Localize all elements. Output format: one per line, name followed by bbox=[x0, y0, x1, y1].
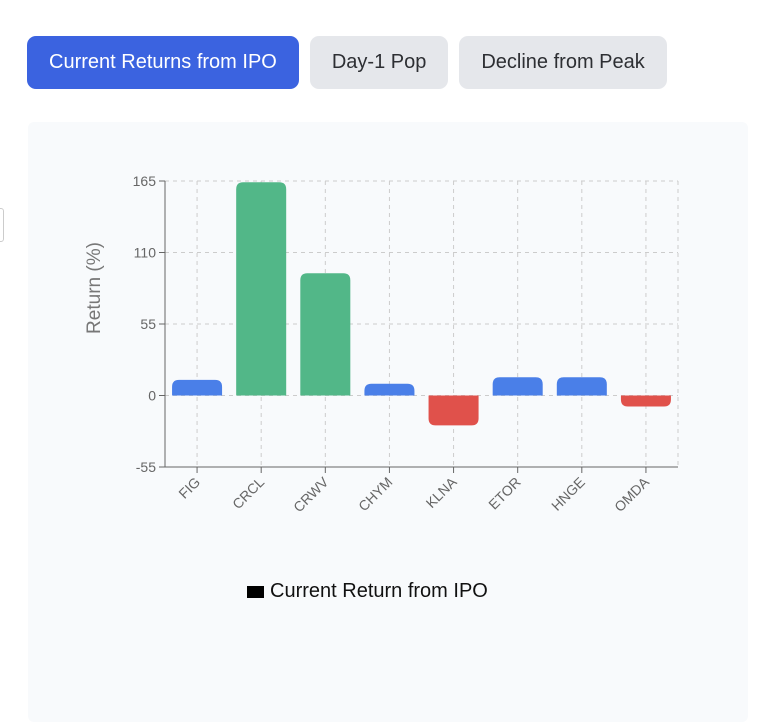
y-axis-label: Return (%) bbox=[84, 242, 105, 334]
x-tick-label: OMDA bbox=[611, 473, 652, 514]
bar-klna[interactable] bbox=[428, 395, 479, 426]
bar-fig[interactable] bbox=[172, 379, 223, 396]
x-tick-label: KLNA bbox=[423, 473, 461, 511]
bar-crwv[interactable] bbox=[300, 273, 351, 396]
tab-current-returns[interactable]: Current Returns from IPO bbox=[27, 36, 299, 89]
legend[interactable]: Current Return from IPO bbox=[247, 580, 488, 603]
legend-label: Current Return from IPO bbox=[270, 580, 488, 602]
bar-etor[interactable] bbox=[492, 377, 543, 396]
x-tick-label: CRWV bbox=[290, 473, 332, 515]
bar-crcl[interactable] bbox=[236, 182, 287, 396]
y-tick-label: 55 bbox=[140, 316, 156, 332]
y-tick-label: 165 bbox=[133, 173, 157, 189]
x-tick-label: HNGE bbox=[548, 474, 588, 514]
x-tick-label: CRCL bbox=[229, 474, 267, 512]
tab-decline-from-peak[interactable]: Decline from Peak bbox=[459, 36, 667, 89]
x-tick-label: CHYM bbox=[355, 474, 395, 514]
legend-swatch bbox=[247, 585, 264, 598]
y-tick-label: 0 bbox=[148, 388, 156, 404]
bar-omda[interactable] bbox=[620, 395, 671, 407]
chart-panel bbox=[28, 122, 748, 722]
bar-hnge[interactable] bbox=[556, 377, 607, 396]
edge-element bbox=[0, 208, 4, 242]
y-tick-label: -55 bbox=[136, 459, 156, 475]
x-tick-label: FIG bbox=[175, 474, 203, 502]
tab-bar: Current Returns from IPO Day-1 Pop Decli… bbox=[27, 36, 667, 89]
y-tick-label: 110 bbox=[134, 245, 157, 261]
tab-day1-pop[interactable]: Day-1 Pop bbox=[309, 36, 449, 89]
x-tick-label: ETOR bbox=[485, 474, 524, 513]
bar-chym[interactable] bbox=[364, 383, 415, 396]
